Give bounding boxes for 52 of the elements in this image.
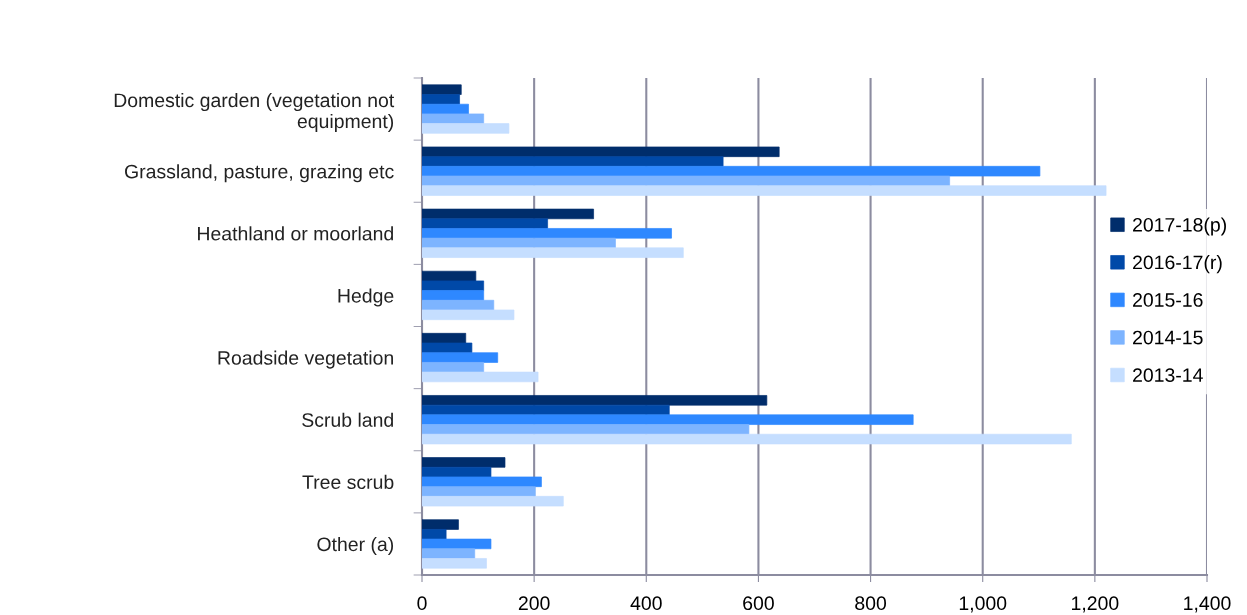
bar	[422, 84, 462, 95]
bar	[422, 280, 485, 291]
legend-label: 2014-15	[1133, 330, 1203, 345]
x-tick-label: 600	[743, 596, 774, 611]
x-tick-label: 200	[518, 596, 550, 611]
y-tick-label: Domestic garden (vegetation not equipment)	[114, 92, 395, 133]
bar	[422, 496, 564, 507]
legend-label: 2016-17(r)	[1133, 255, 1222, 274]
legend-label: 2013-14	[1133, 368, 1203, 383]
y-tick-label: Grassland, pasture, grazing etc	[125, 164, 394, 183]
y-tick-label: Other (a)	[317, 536, 394, 556]
bar	[422, 342, 473, 354]
x-tick-label: 800	[855, 596, 887, 611]
x-tick-label: 1,400	[1184, 596, 1231, 613]
bar	[422, 395, 768, 406]
x-tick-label: 1,000	[959, 596, 1007, 613]
bar	[422, 218, 548, 229]
bar	[422, 424, 750, 435]
x-tick-label: 400	[630, 596, 662, 611]
bar	[422, 433, 1072, 445]
y-tick-label: Roadside vegetation	[218, 350, 393, 369]
legend-label: 2015-16	[1133, 293, 1203, 307]
bar	[422, 371, 539, 383]
bar	[422, 352, 499, 363]
bar	[422, 185, 1107, 196]
bar	[422, 247, 684, 258]
bar	[422, 548, 476, 559]
y-tick-label: Scrub land	[302, 412, 393, 427]
bar	[422, 476, 542, 488]
bar	[422, 94, 460, 105]
bar	[422, 457, 506, 468]
y-tick-label: Hedge	[338, 288, 394, 307]
y-tick-label: Tree scrub	[302, 474, 394, 490]
bar	[422, 414, 914, 425]
legend-label: 2017-18(p)	[1133, 217, 1226, 236]
bar	[422, 558, 487, 569]
bar	[422, 175, 950, 187]
bar	[422, 519, 459, 530]
bar	[422, 228, 672, 239]
bar	[422, 165, 1041, 177]
y-tick-label: Heathland or moorland	[198, 226, 393, 241]
bar	[422, 309, 515, 321]
x-tick-label: 0	[417, 596, 427, 611]
bar	[422, 538, 492, 550]
bar	[422, 123, 510, 134]
bar	[422, 208, 594, 220]
x-tick-label: 1,200	[1072, 596, 1119, 613]
bar	[422, 290, 485, 301]
bar	[422, 156, 724, 167]
bar	[422, 113, 485, 124]
bar	[422, 146, 780, 157]
bar	[422, 486, 536, 497]
